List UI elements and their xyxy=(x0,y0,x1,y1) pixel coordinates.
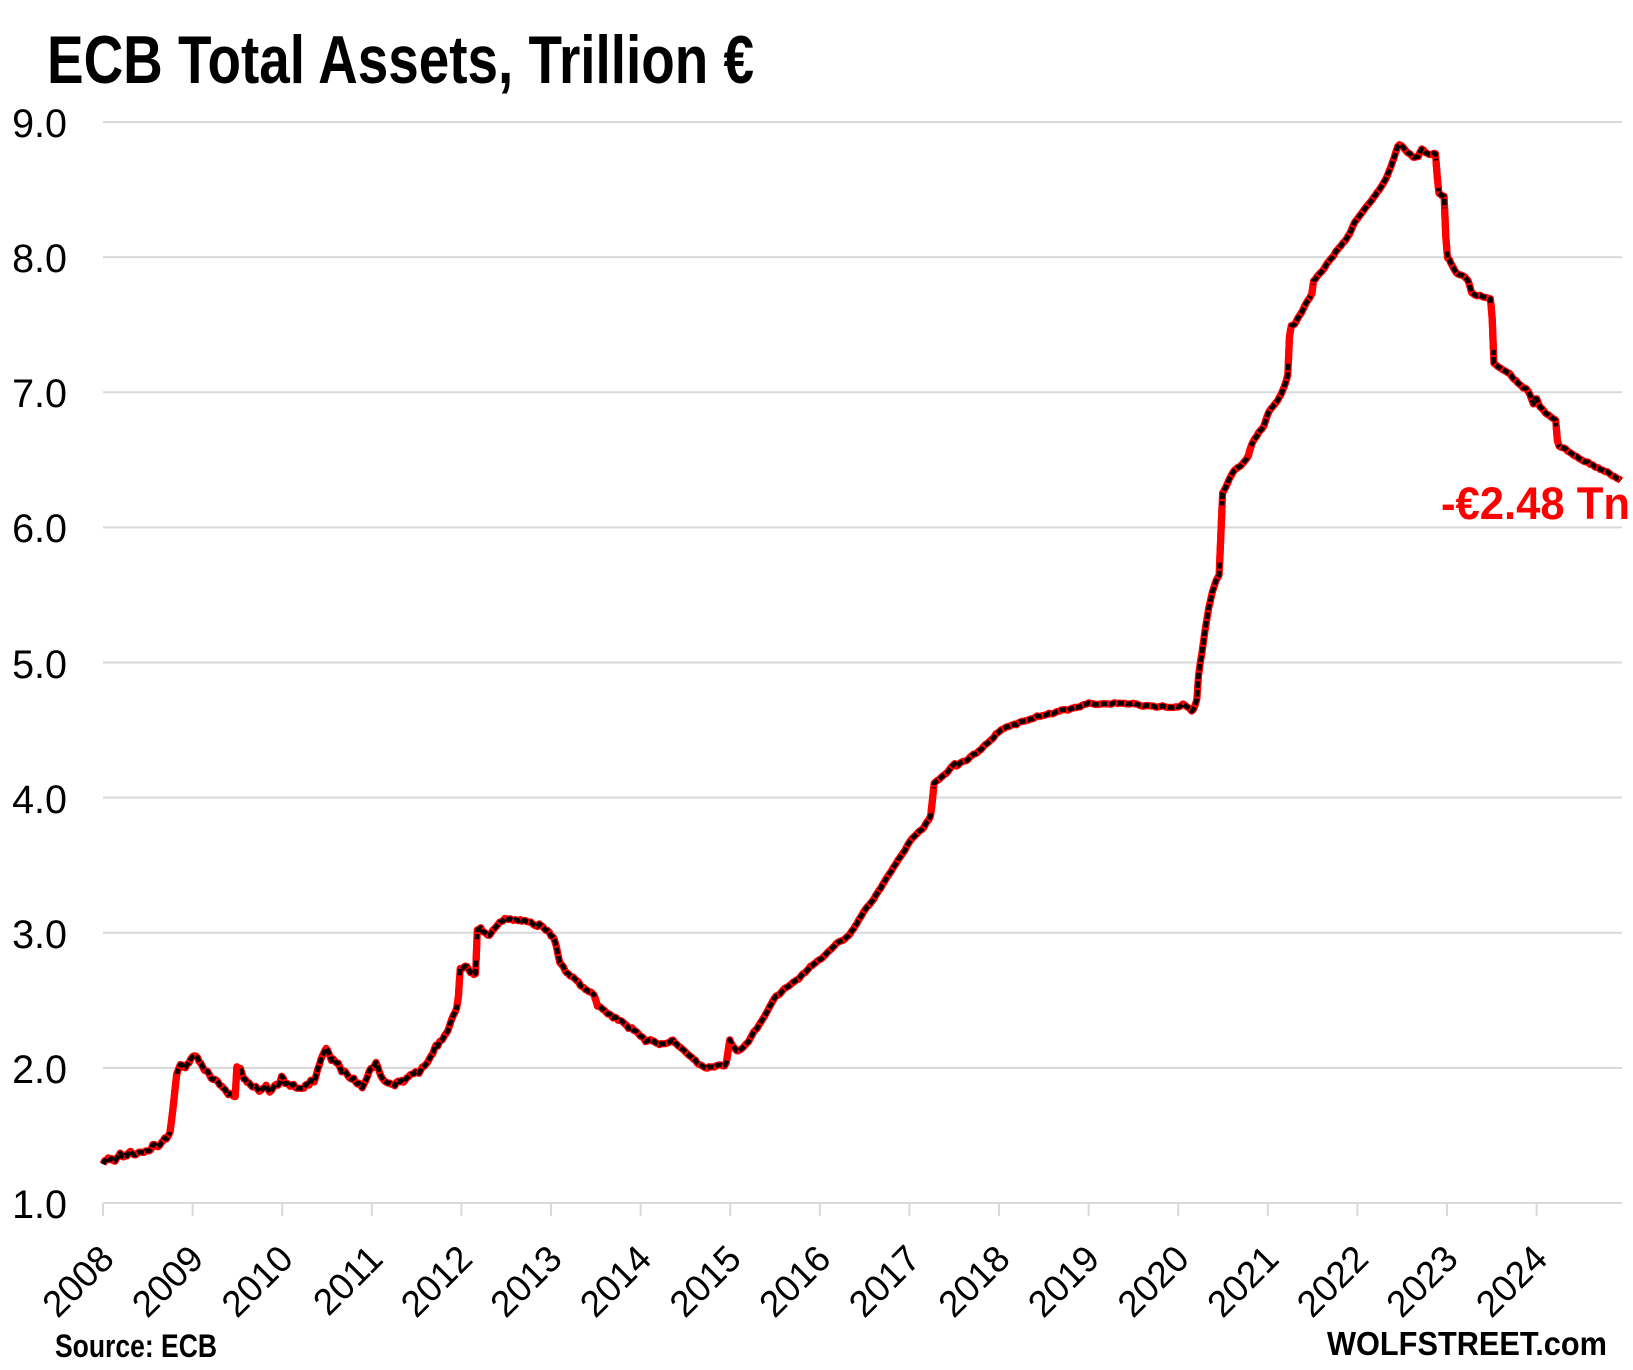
svg-text:1.0: 1.0 xyxy=(12,1183,67,1227)
svg-text:ECB Total Assets, Trillion €: ECB Total Assets, Trillion € xyxy=(47,22,754,98)
svg-text:7.0: 7.0 xyxy=(12,372,67,416)
svg-text:6.0: 6.0 xyxy=(12,507,67,551)
svg-text:Source: ECB: Source: ECB xyxy=(55,1328,217,1364)
svg-text:WOLFSTREET.com: WOLFSTREET.com xyxy=(1327,1325,1607,1362)
svg-text:-€2.48 Tn: -€2.48 Tn xyxy=(1441,478,1630,529)
svg-text:3.0: 3.0 xyxy=(12,913,67,957)
svg-text:5.0: 5.0 xyxy=(12,643,67,687)
svg-text:4.0: 4.0 xyxy=(12,778,67,822)
svg-text:8.0: 8.0 xyxy=(12,237,67,281)
svg-text:2.0: 2.0 xyxy=(12,1048,67,1092)
svg-text:9.0: 9.0 xyxy=(12,102,67,146)
